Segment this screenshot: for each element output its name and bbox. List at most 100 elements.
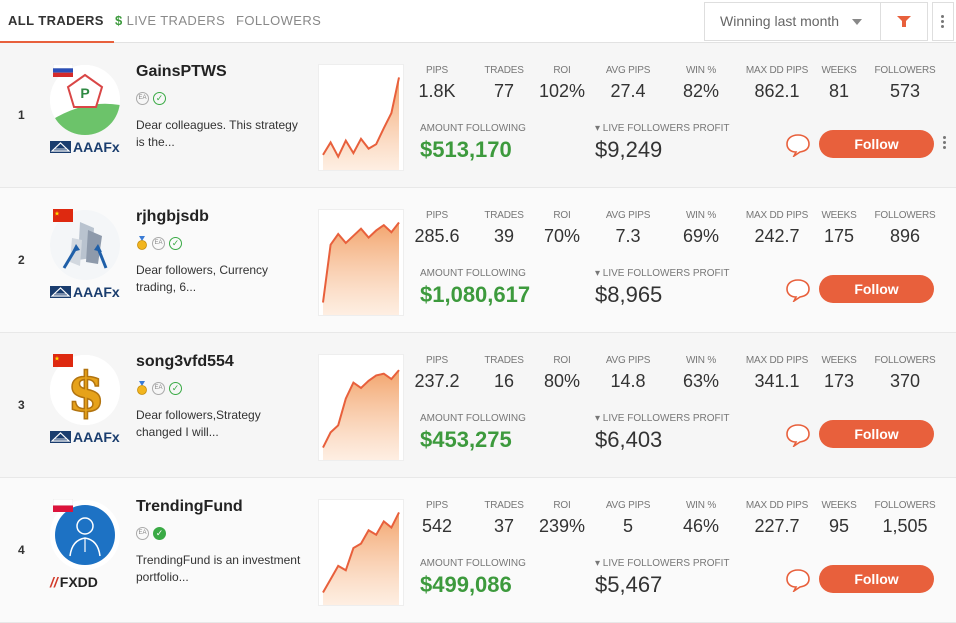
amount-following-value: $513,170 xyxy=(420,137,512,162)
follow-button[interactable]: Follow xyxy=(819,420,934,448)
tab-live-traders[interactable]: $ LIVE TRADERS xyxy=(115,0,225,42)
verified-check-icon: ✓ xyxy=(169,236,182,250)
verified-check-icon: ✓ xyxy=(153,91,166,105)
funnel-icon xyxy=(897,16,911,27)
stat-maxdd: MAX DD PIPS 242.7 xyxy=(737,210,817,247)
trader-badges: EA ✓ xyxy=(136,381,182,395)
chat-bubble-icon[interactable] xyxy=(785,133,811,157)
more-options-button[interactable] xyxy=(932,2,954,41)
stat-label: WIN % xyxy=(685,65,717,76)
live-profit-value: $9,249 xyxy=(595,137,663,162)
trader-avatar[interactable] xyxy=(50,210,120,280)
stat-label: WEEKS xyxy=(821,210,857,221)
stat-label: TRADES xyxy=(484,355,524,366)
svg-text:P: P xyxy=(80,85,89,101)
live-dollar-icon: $ xyxy=(115,13,123,28)
stat-win: WIN % 69% xyxy=(661,210,741,247)
trader-row[interactable]: 3 $ AAAFx song3vfd554 EA ✓ Dear followers,Stra… xyxy=(0,333,956,478)
stat-value: 862.1 xyxy=(754,81,800,101)
stat-value: 227.7 xyxy=(754,516,800,536)
trader-name[interactable]: song3vfd554 xyxy=(136,353,234,370)
tab-all-traders[interactable]: ALL TRADERS xyxy=(0,0,114,43)
stat-value: 46% xyxy=(682,516,720,536)
stat-followers: FOLLOWERS 896 xyxy=(865,210,945,247)
trader-badges: EA ✓ xyxy=(136,91,166,105)
stat-label: FOLLOWERS xyxy=(874,210,936,221)
rank-number: 2 xyxy=(18,253,25,267)
chat-bubble-icon[interactable] xyxy=(785,423,811,447)
row-kebab-icon[interactable] xyxy=(943,136,947,151)
stat-label: WEEKS xyxy=(821,65,857,76)
fxdd-slash-icon: // xyxy=(50,574,58,590)
description-line: Dear followers,Strategy xyxy=(136,408,261,422)
sort-dropdown[interactable]: Winning last month xyxy=(704,2,881,41)
stat-label: WIN % xyxy=(685,210,717,221)
flag-icon xyxy=(52,63,74,77)
stat-avg-pips: AVG PIPS 5 xyxy=(588,500,668,537)
stat-label: WIN % xyxy=(685,500,717,511)
medal-icon xyxy=(137,381,147,395)
stat-value: 5 xyxy=(622,516,633,536)
performance-sparkline[interactable] xyxy=(318,64,404,171)
sparkline-svg xyxy=(322,221,400,315)
trader-row[interactable]: 2 AAAFx rjhgbjsdb EA ✓ Dear followers, Curren… xyxy=(0,188,956,333)
medal-icon xyxy=(137,236,147,250)
rank-number: 3 xyxy=(18,398,25,412)
live-profit-value: $5,467 xyxy=(595,572,663,597)
sort-selected-value: Winning last month xyxy=(720,13,840,29)
live-profit-label[interactable]: ▾ LIVE FOLLOWERS PROFIT xyxy=(595,268,730,279)
trader-row[interactable]: 1 P AAAFx GainsPTWS EA ✓ Dear colleagues. This… xyxy=(0,43,956,188)
performance-sparkline[interactable] xyxy=(318,499,404,606)
stat-label: TRADES xyxy=(484,500,524,511)
live-profit-label[interactable]: ▾ LIVE FOLLOWERS PROFIT xyxy=(595,413,730,424)
tab-followers[interactable]: FOLLOWERS xyxy=(236,13,322,28)
trader-description: Dear followers, Currency trading, 6... xyxy=(136,262,316,296)
stat-value: 39 xyxy=(493,226,515,246)
stat-followers: FOLLOWERS 370 xyxy=(865,355,945,392)
verified-check-icon: ✓ xyxy=(169,381,182,395)
stat-label: MAX DD PIPS xyxy=(745,500,809,511)
stat-label: AVG PIPS xyxy=(605,355,651,366)
stat-maxdd: MAX DD PIPS 227.7 xyxy=(737,500,817,537)
stat-trades: TRADES 37 xyxy=(464,500,544,537)
live-profit-value: $8,965 xyxy=(595,282,663,307)
stat-value: 27.4 xyxy=(610,81,646,101)
stat-avg-pips: AVG PIPS 14.8 xyxy=(588,355,668,392)
stat-label: WEEKS xyxy=(821,355,857,366)
stat-label: ROI xyxy=(553,355,571,366)
stat-label: PIPS xyxy=(426,500,448,511)
ea-badge-icon: EA xyxy=(152,381,165,395)
follow-button[interactable]: Follow xyxy=(819,275,934,303)
performance-sparkline[interactable] xyxy=(318,209,404,316)
sparkline-area xyxy=(323,77,399,170)
stat-value: 77 xyxy=(493,81,515,101)
trader-name[interactable]: TrendingFund xyxy=(136,498,243,515)
chat-bubble-icon[interactable] xyxy=(785,278,811,302)
performance-sparkline[interactable] xyxy=(318,354,404,461)
stat-value: 370 xyxy=(889,371,921,391)
stat-label: ROI xyxy=(553,65,571,76)
kebab-icon xyxy=(941,15,945,30)
sparkline-line xyxy=(322,77,400,159)
live-profit-value: $6,403 xyxy=(595,427,663,452)
stat-label: PIPS xyxy=(426,355,448,366)
aaafx-mark-icon xyxy=(50,286,71,298)
stat-value: 573 xyxy=(889,81,921,101)
filter-button[interactable] xyxy=(880,2,928,41)
stat-value: 7.3 xyxy=(615,226,641,246)
follow-button[interactable]: Follow xyxy=(819,130,934,158)
stat-value: 81 xyxy=(828,81,850,101)
flag-icon xyxy=(53,209,73,222)
stat-value: 80% xyxy=(543,371,581,391)
follow-button[interactable]: Follow xyxy=(819,565,934,593)
trader-name[interactable]: GainsPTWS xyxy=(136,63,227,80)
trader-row[interactable]: 4 //FXDD TrendingFund EA ✓ TrendingFund is an… xyxy=(0,478,956,623)
stat-value: 239% xyxy=(538,516,586,536)
stat-label: MAX DD PIPS xyxy=(745,65,809,76)
trader-name[interactable]: rjhgbjsdb xyxy=(136,208,209,225)
live-profit-label[interactable]: ▾ LIVE FOLLOWERS PROFIT xyxy=(595,558,730,569)
live-profit-label[interactable]: ▾ LIVE FOLLOWERS PROFIT xyxy=(595,123,730,134)
stat-trades: TRADES 16 xyxy=(464,355,544,392)
chat-bubble-icon[interactable] xyxy=(785,568,811,592)
description-line: is the... xyxy=(136,135,175,149)
